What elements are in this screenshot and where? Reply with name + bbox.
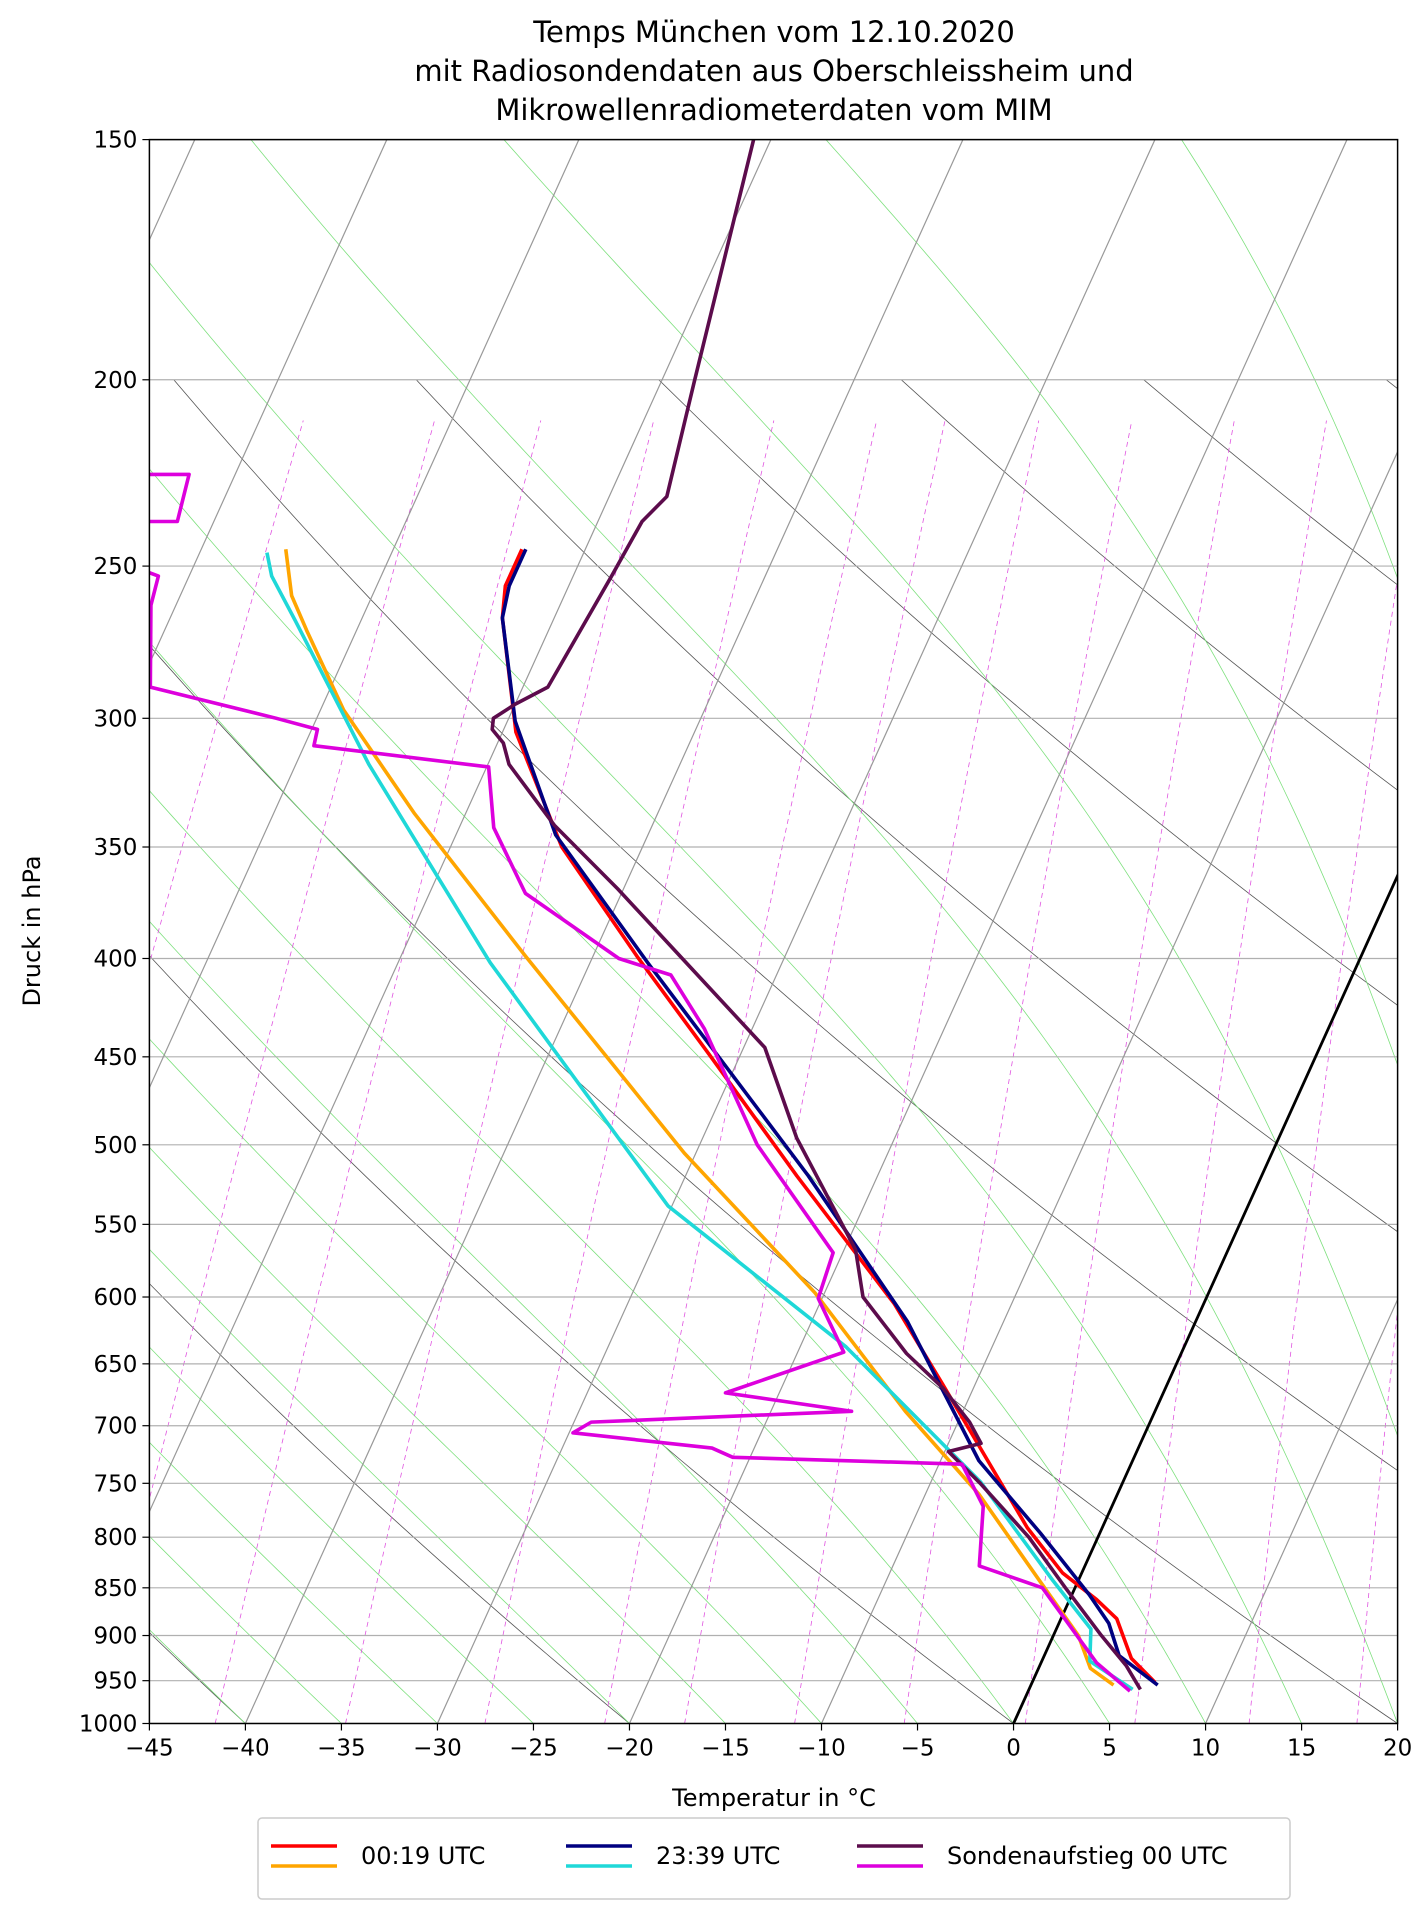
moist-adiabat — [149, 920, 918, 1724]
profiles — [149, 139, 1159, 1693]
x-tick-label: 0 — [1006, 1736, 1021, 1762]
y-tick-label: 1000 — [79, 1712, 138, 1738]
mixing-ratio-line — [214, 420, 542, 1724]
y-tick-label: 350 — [93, 835, 137, 861]
y-tick-label: 800 — [93, 1525, 137, 1551]
dry-adiabat — [901, 379, 1398, 791]
moist-adiabat — [250, 139, 1398, 1724]
grid — [0, 139, 1398, 1724]
dry-adiabat — [173, 379, 1398, 1472]
dry-adiabat — [1143, 379, 1398, 586]
y-tick-label: 950 — [93, 1669, 137, 1695]
x-axis-label: Temperatur in °C — [671, 1784, 876, 1812]
mixing-ratio-line — [903, 420, 1133, 1724]
x-tick-label: 15 — [1287, 1736, 1316, 1762]
legend-label: 00:19 UTC — [361, 1842, 485, 1870]
moist-adiabat — [149, 1146, 726, 1724]
moist-adiabat — [149, 1248, 630, 1724]
moist-adiabat — [503, 139, 1398, 1438]
axes: 1000 950 900 850 800 750 700 650 600 550 500 450 400… — [79, 128, 1412, 1762]
moist-adiabat — [149, 1346, 534, 1724]
dry-adiabat — [658, 379, 1398, 1006]
mixing-ratio-line — [1356, 1306, 1398, 1724]
y-tick-label: 150 — [93, 128, 137, 154]
moist-adiabat — [825, 139, 1398, 1067]
x-tick-label: −5 — [901, 1736, 935, 1762]
legend — [257, 1817, 1291, 1900]
x-tick-label: −15 — [701, 1736, 750, 1762]
chart-subtitle: Mikrowellenradiometerdaten vom MIM — [495, 93, 1052, 127]
moist-adiabat — [149, 1441, 438, 1724]
moist-adiabat — [1181, 139, 1398, 580]
x-tick-label: −25 — [509, 1736, 558, 1762]
legend-entries: 00:19 UTC 23:39 UTC Sondenaufstieg 00 UTC — [271, 1842, 1228, 1870]
x-tick-label: −40 — [221, 1736, 270, 1762]
x-tick-label: −45 — [125, 1736, 174, 1762]
mixing-ratio-line — [1134, 420, 1327, 1724]
x-tick-label: −30 — [413, 1736, 462, 1762]
y-tick-label: 750 — [93, 1471, 137, 1497]
y-axis-label: Druck in hPa — [18, 855, 46, 1006]
dry-adiabat — [416, 379, 1398, 1233]
isotherm — [244, 139, 964, 1724]
y-tick-label: 500 — [93, 1133, 137, 1159]
legend-label: 23:39 UTC — [656, 1842, 780, 1870]
isotherm — [628, 139, 1348, 1724]
y-tick-label: 400 — [93, 946, 137, 972]
x-tick-label: 5 — [1102, 1736, 1117, 1762]
isotherm — [820, 450, 1398, 1724]
moist-adiabat — [149, 1038, 822, 1724]
chart-subtitle: mit Radiosondendaten aus Oberschleisshei… — [414, 54, 1133, 88]
isotherm — [149, 139, 388, 666]
isotherm — [0, 140, 3, 1724]
profile-line — [500, 548, 1159, 1687]
x-tick-label: 20 — [1383, 1736, 1412, 1762]
x-tick-label: −35 — [317, 1736, 366, 1762]
plot-frame — [148, 138, 1399, 1725]
mixing-ratio-line — [1248, 575, 1398, 1724]
mixing-ratio-line — [1024, 420, 1235, 1724]
profile-line — [149, 472, 1132, 1693]
mixing-ratio-line — [684, 420, 946, 1724]
y-tick-label: 550 — [93, 1212, 137, 1238]
y-tick-label: 250 — [93, 554, 137, 580]
profile-line — [490, 139, 1142, 1691]
moist-adiabat — [149, 1535, 342, 1724]
isotherm — [1012, 872, 1398, 1724]
mixing-ratio-line — [149, 420, 304, 966]
moist-adiabat — [149, 790, 1014, 1724]
isotherm — [1397, 1722, 1398, 1724]
mixing-ratio-line — [149, 420, 435, 1501]
x-tick-label: 10 — [1191, 1736, 1220, 1762]
isotherm — [149, 139, 580, 1090]
y-tick-label: 300 — [93, 706, 137, 732]
profile-line — [265, 552, 1134, 1691]
background-lines — [149, 139, 1398, 1724]
mixing-ratio-line — [604, 420, 878, 1724]
mixing-ratio-line — [484, 420, 775, 1724]
moist-adiabat — [149, 641, 1110, 1724]
y-tick-label: 600 — [93, 1285, 137, 1311]
isotherm — [436, 139, 1156, 1724]
moist-adiabat — [149, 262, 1302, 1724]
y-tick-label: 700 — [93, 1414, 137, 1440]
isotherm — [1205, 1298, 1398, 1724]
moist-adiabat — [149, 468, 1206, 1724]
mixing-ratio-line — [345, 420, 655, 1724]
dry-adiabat — [149, 644, 1398, 1724]
y-tick-label: 850 — [93, 1576, 137, 1602]
y-tick-label: 200 — [93, 368, 137, 394]
x-tick-label: −10 — [797, 1736, 846, 1762]
legend-label: Sondenaufstieg 00 UTC — [947, 1842, 1228, 1870]
x-tick-label: −20 — [605, 1736, 654, 1762]
y-tick-label: 450 — [93, 1045, 137, 1071]
chart-title: Temps München vom 12.10.2020 — [532, 15, 1015, 49]
y-tick-label: 650 — [93, 1352, 137, 1378]
isotherm — [149, 139, 772, 1513]
y-tick-label: 900 — [93, 1624, 137, 1650]
